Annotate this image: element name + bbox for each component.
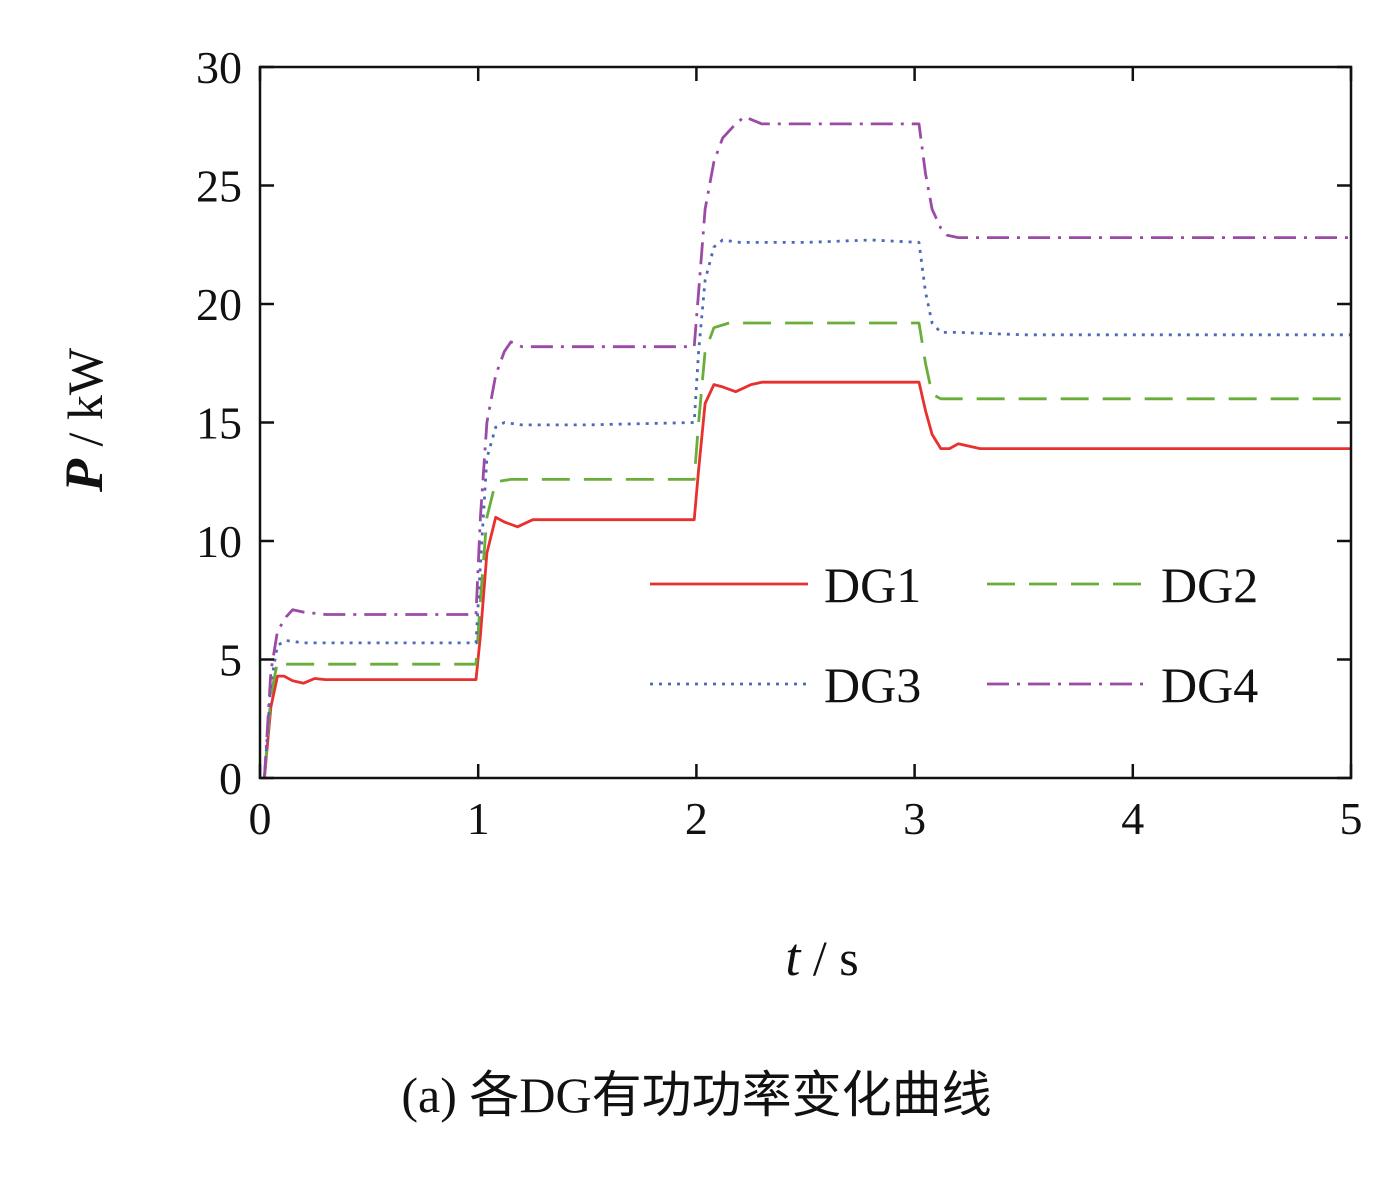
x-tick-label: 3 (903, 793, 926, 844)
legend-label-dg4: DG4 (1161, 657, 1258, 713)
y-tick-label: 15 (196, 398, 242, 449)
series-line-dg1 (263, 380, 1351, 779)
y-tick-label: 10 (196, 516, 242, 567)
series-line-dg4 (263, 115, 1351, 779)
y-tick-label: 5 (219, 635, 242, 686)
y-tick-label: 30 (196, 42, 242, 93)
legend-label-dg3: DG3 (824, 657, 921, 713)
legend: DG1 DG2 DG3 DG4 (650, 557, 1258, 713)
x-axis-unit: / s (800, 930, 858, 986)
series-line-dg3 (263, 238, 1351, 779)
legend-label-dg1: DG1 (824, 557, 921, 613)
x-tick-label: 2 (685, 793, 708, 844)
x-axis-variable: t (785, 927, 802, 987)
y-axis-variable: P (54, 458, 114, 493)
y-tick-label: 20 (196, 279, 242, 330)
y-axis-unit: / kW (57, 347, 113, 459)
ticks-layer: 0 1 2 3 4 5 0 5 10 15 20 25 30 (196, 42, 1363, 844)
series-layer (263, 115, 1351, 779)
series-line-dg2 (263, 321, 1351, 779)
x-tick-label: 4 (1121, 793, 1144, 844)
y-tick-label: 25 (196, 161, 242, 212)
x-axis-title: t / s (785, 927, 858, 987)
x-tick-label: 1 (467, 793, 490, 844)
y-tick-label: 0 (219, 753, 242, 804)
y-axis-title: P / kW (54, 347, 114, 493)
figure-caption: (a) 各DG有功功率变化曲线 (401, 1067, 992, 1123)
x-tick-label: 5 (1340, 793, 1363, 844)
x-tick-label: 0 (249, 793, 272, 844)
legend-label-dg2: DG2 (1161, 557, 1258, 613)
